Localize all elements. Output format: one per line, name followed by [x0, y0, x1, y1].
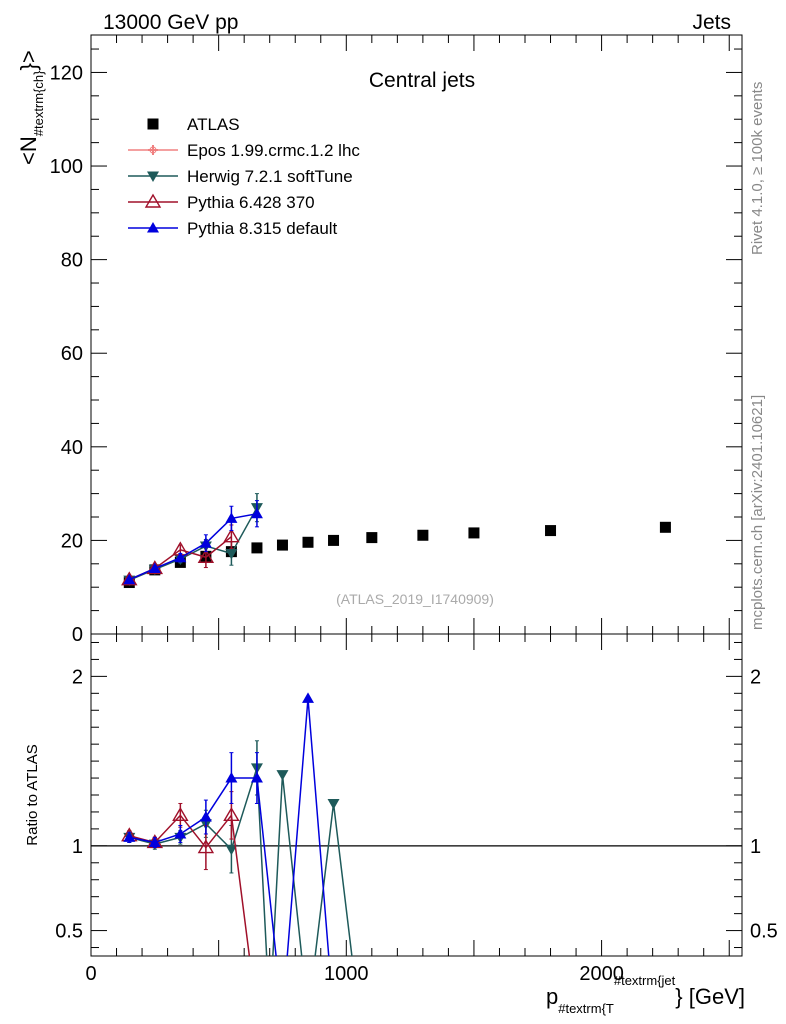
main-y-tick-label: 60	[61, 343, 83, 365]
ratio-point	[174, 827, 187, 839]
legend-marker	[148, 145, 158, 155]
legend-label: Epos 1.99.crmc.1.2 lhc	[187, 141, 360, 160]
data-point	[199, 537, 212, 548]
data-point	[276, 539, 288, 551]
ratio-y-tick-label: 2	[72, 666, 83, 688]
header-right: Jets	[692, 11, 731, 34]
ratio-point	[250, 772, 263, 783]
main-y-tick-label: 100	[50, 156, 83, 178]
data-point	[223, 528, 240, 543]
legend-marker	[144, 193, 162, 208]
data-point	[468, 527, 480, 539]
ratio-panel-frame	[90, 633, 743, 957]
ratio-y-axis-label: Ratio to ATLAS	[24, 744, 41, 845]
x-tick-label: 1000	[324, 963, 369, 985]
series-herwig-7-2-1-softtune	[123, 493, 263, 587]
main-data	[121, 493, 671, 589]
ratio-point	[199, 811, 212, 822]
ratio-data	[121, 692, 353, 956]
ratio-point	[276, 770, 289, 781]
x-tick-label: 2000	[579, 963, 624, 985]
data-point	[545, 525, 557, 537]
ratio-series-pythia-8-315-default	[123, 692, 330, 956]
x-tick-label: 0	[85, 963, 96, 985]
ratio-y-tick-label: 0.5	[55, 921, 83, 943]
data-point	[174, 551, 187, 563]
data-point	[250, 507, 263, 519]
data-point	[123, 573, 136, 585]
ratio-y-tick-label: 1	[72, 836, 83, 858]
chart-title: Central jets	[369, 69, 475, 92]
ratio-point	[225, 772, 238, 783]
series-line	[128, 512, 258, 581]
legend-entry-atlas: ATLAS	[147, 115, 240, 134]
data-point	[148, 562, 161, 573]
data-point	[328, 534, 340, 546]
data-point	[225, 549, 238, 560]
ratio-point	[327, 798, 340, 810]
rivet-label: Rivet 4.1.0, ≥ 100k events	[749, 82, 766, 255]
y-label-main: <N#textrm{ch}}>	[16, 50, 46, 165]
legend-entry-epos-1-99-crmc-1-2-lhc: Epos 1.99.crmc.1.2 lhc	[128, 141, 360, 160]
mcplots-label: mcplots.cern.ch [arXiv:2401.10621]	[749, 395, 766, 630]
header-left: 13000 GeV pp	[103, 11, 238, 34]
legend-label: Herwig 7.2.1 softTune	[187, 167, 353, 186]
ratio-axes: 0.5 0.5 1 1 2 2 0 1000 2000	[55, 634, 778, 985]
legend-marker	[147, 118, 159, 130]
main-y-tick-label: 0	[72, 624, 83, 646]
ratio-point	[197, 839, 215, 854]
series-line	[129, 507, 258, 581]
ratio-point	[225, 844, 238, 856]
legend-label: Pythia 6.428 370	[187, 193, 315, 212]
ratio-point	[123, 831, 136, 842]
main-y-tick-label: 20	[61, 530, 83, 552]
main-y-tick-label: 40	[61, 437, 83, 459]
legend-label: Pythia 8.315 default	[187, 219, 338, 238]
data-point	[659, 521, 671, 533]
legend-marker	[147, 171, 159, 182]
legend-entry-herwig-7-2-1-softtune: Herwig 7.2.1 softTune	[128, 167, 353, 186]
ratio-y-tick-label-right: 1	[750, 836, 761, 858]
legend: ATLAS Epos 1.99.crmc.1.2 lhc Herwig 7.2.1 …	[128, 115, 360, 238]
analysis-watermark: (ATLAS_2019_I1740909)	[336, 591, 494, 607]
ratio-y-tick-label-right: 2	[750, 666, 761, 688]
ratio-point	[223, 806, 240, 822]
ratio-point	[172, 806, 189, 822]
data-point	[225, 512, 238, 523]
ratio-series-pythia-6-428-370	[121, 791, 251, 956]
main-axes: 0 20 40 60 80 100 120	[50, 35, 742, 646]
data-point	[197, 548, 215, 563]
legend-entry-pythia-6-428-370: Pythia 6.428 370	[128, 193, 315, 212]
x-axis-label: p#textrm{T#textrm{jet} [GeV]	[546, 973, 745, 1016]
main-y-axis-label: <N#textrm{ch}}>	[16, 50, 46, 165]
ratio-y-tick-label-right: 0.5	[750, 921, 778, 943]
legend-marker	[147, 222, 159, 233]
series-pythia-8-315-default	[123, 500, 263, 585]
data-point	[366, 532, 378, 544]
legend-entry-pythia-8-315-default: Pythia 8.315 default	[128, 219, 338, 238]
data-point	[251, 542, 263, 554]
main-y-tick-label: 120	[50, 62, 83, 84]
data-point	[417, 529, 429, 541]
data-point	[302, 536, 314, 548]
ratio-point	[302, 692, 314, 703]
legend-label: ATLAS	[187, 115, 240, 134]
ratio-point	[148, 836, 161, 847]
main-y-tick-label: 80	[61, 250, 83, 272]
